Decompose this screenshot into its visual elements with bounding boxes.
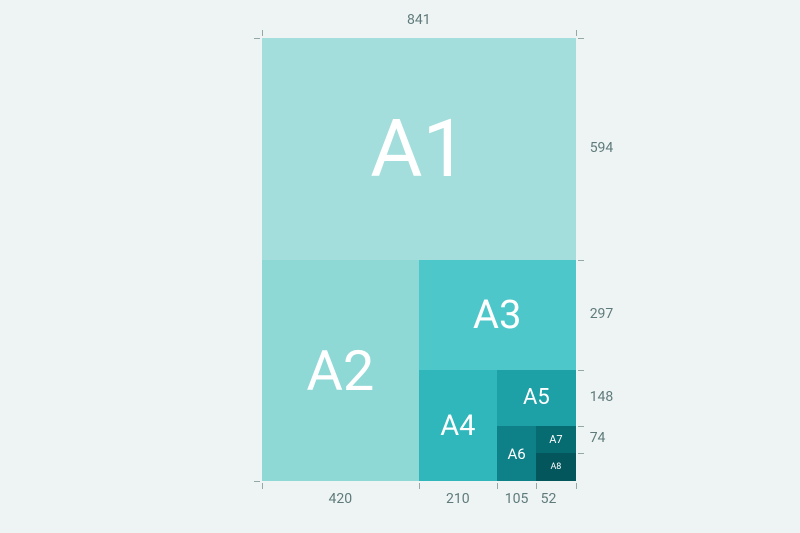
- tick-top: [262, 30, 263, 36]
- tick-bottom: [262, 483, 263, 489]
- dim-right: 148: [590, 389, 614, 405]
- tick-right: [578, 426, 584, 427]
- tick-top: [576, 30, 577, 36]
- tick-right: [578, 260, 584, 261]
- tick-bottom: [419, 483, 420, 489]
- tick-right: [578, 370, 584, 371]
- box-a4: A4: [419, 370, 497, 481]
- dim-right: 74: [590, 430, 606, 446]
- tick-bottom: [536, 483, 537, 489]
- dim-bottom: 420: [320, 491, 360, 507]
- tick-left: [254, 38, 260, 39]
- dim-bottom: 52: [528, 491, 568, 507]
- dim-right: 297: [590, 306, 614, 322]
- tick-left: [254, 481, 260, 482]
- tick-right: [578, 453, 584, 454]
- tick-bottom: [576, 483, 577, 489]
- dim-right: 594: [590, 140, 614, 156]
- box-a7: A7: [536, 426, 576, 454]
- box-a3: A3: [419, 260, 576, 371]
- tick-bottom: [497, 483, 498, 489]
- tick-right: [578, 38, 584, 39]
- dim-bottom: 210: [438, 491, 478, 507]
- box-a6: A6: [497, 426, 536, 482]
- box-a8: A8: [536, 453, 576, 481]
- dim-top: 841: [399, 12, 439, 28]
- box-a1: A1: [262, 38, 576, 260]
- box-a2: A2: [262, 260, 419, 482]
- box-a5: A5: [497, 370, 576, 425]
